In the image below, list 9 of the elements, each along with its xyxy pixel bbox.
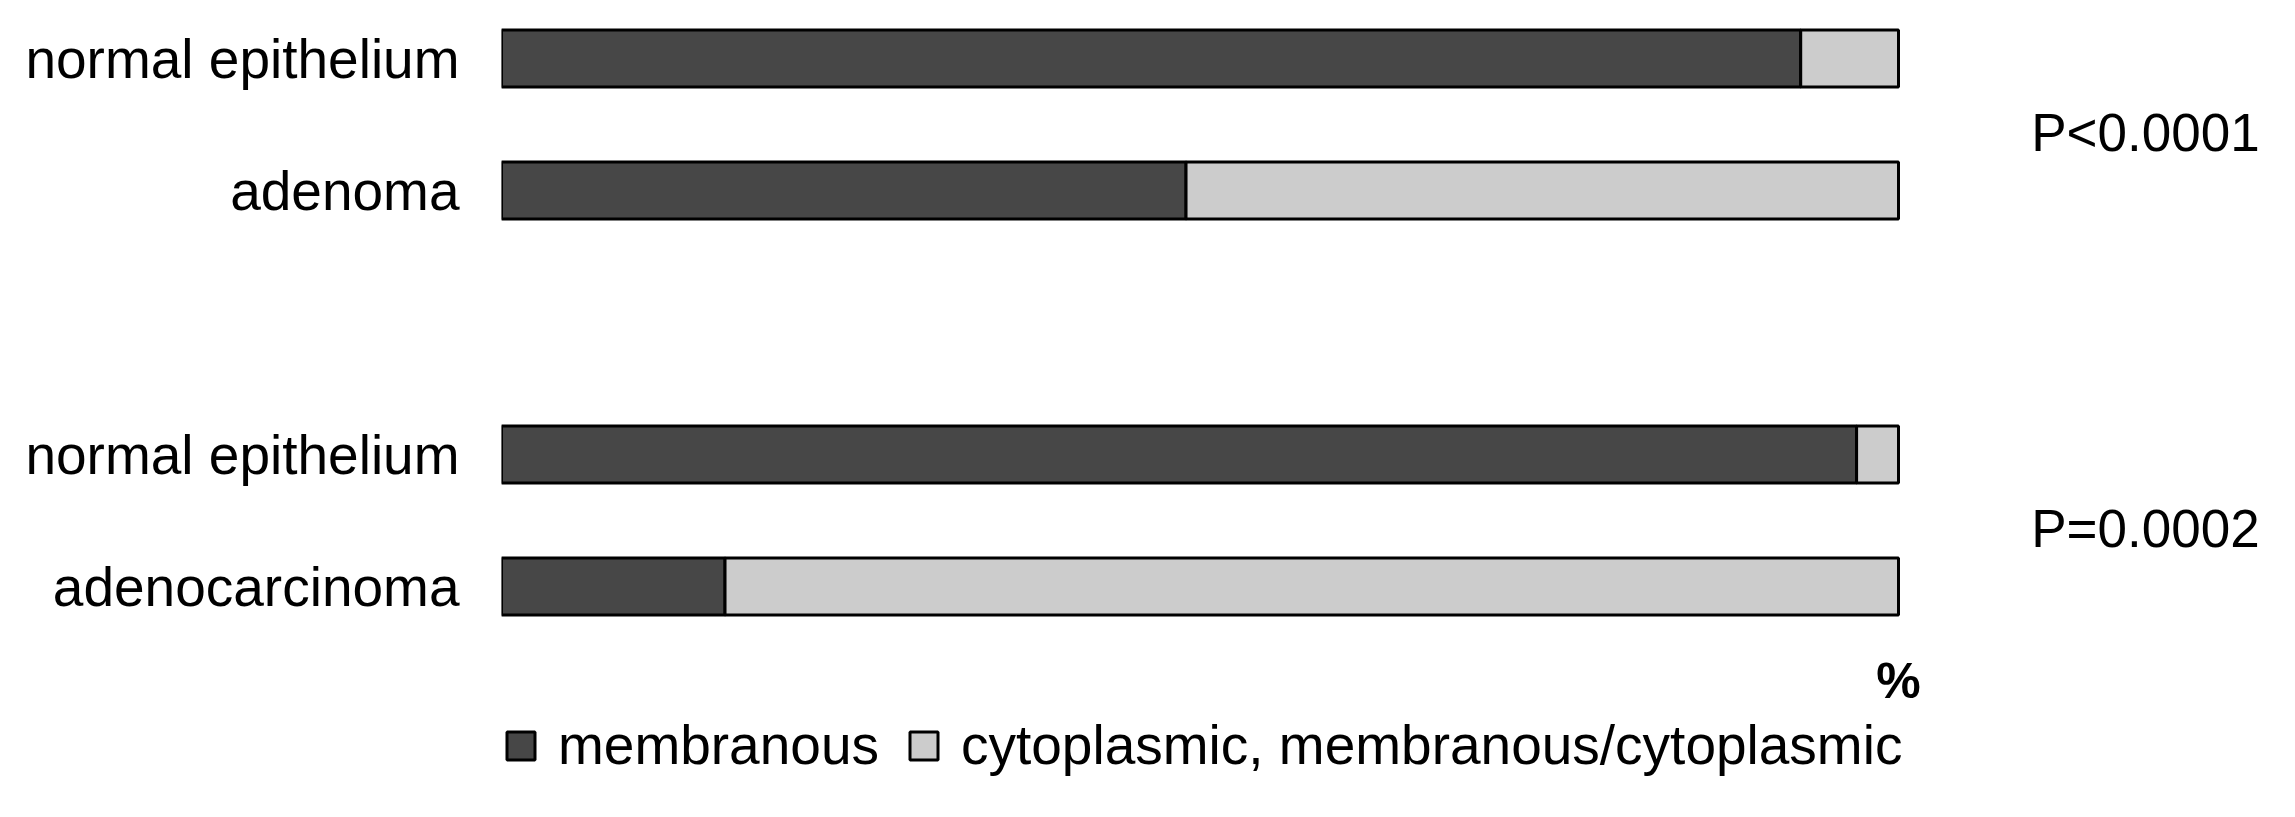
text: P=0.0002 <box>2031 498 2260 558</box>
y-tick-label: normal epithelium <box>25 27 460 90</box>
y-tick-label: adenocarcinoma <box>52 555 460 618</box>
x-axis-title: % <box>1876 652 1921 709</box>
text: P<0.0001 <box>2031 102 2260 162</box>
y-tick-label: normal epithelium <box>25 423 460 486</box>
y-tick-label: adenoma <box>230 159 460 222</box>
legend-label: cytoplasmic, membranous/cytoplasmic <box>960 713 1903 777</box>
legend-label: membranous <box>558 713 879 777</box>
